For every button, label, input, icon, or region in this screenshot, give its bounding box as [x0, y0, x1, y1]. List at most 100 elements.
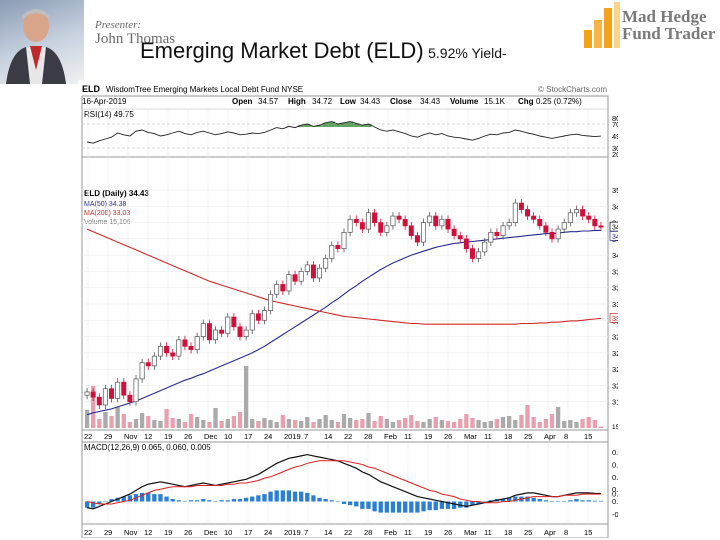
x-tick-label: 26: [184, 528, 192, 537]
macd-histogram-bar: [458, 501, 463, 508]
macd-histogram-bar: [543, 500, 549, 502]
macd-histogram-bar: [464, 501, 469, 508]
candle-body: [133, 378, 139, 403]
macd-histogram-bar: [421, 501, 426, 512]
candle-body: [127, 394, 133, 403]
volume-bar: [415, 421, 420, 428]
macd-histogram-bar: [250, 496, 255, 502]
volume-bar: [268, 420, 273, 428]
volume-bar: [555, 407, 561, 428]
macd-histogram-bar: [97, 501, 102, 504]
ma50-line: [86, 229, 601, 416]
candle-body: [555, 228, 561, 240]
candle-body: [323, 258, 329, 269]
volume-bar: [507, 416, 512, 428]
candle-body: [347, 218, 353, 233]
macd-histogram-bar: [427, 501, 432, 511]
candle-body: [157, 345, 163, 357]
candle-body: [372, 212, 378, 223]
rsi-tick-label: 20: [612, 150, 618, 159]
macd-line: [86, 453, 601, 510]
candle-body: [304, 264, 310, 272]
volume-bar: [237, 412, 243, 428]
volume-bar: [103, 412, 108, 428]
macd-histogram-bar: [531, 497, 536, 502]
macd-histogram-bar: [598, 500, 604, 502]
volume-bar: [409, 415, 414, 428]
rsi-tick-label: 30: [612, 144, 618, 153]
macd-histogram-bar: [286, 490, 292, 502]
volume-bar: [164, 409, 169, 428]
candle-body: [200, 323, 206, 337]
x-tick-label: 11: [484, 432, 492, 441]
volume-last-label: 15106: [612, 424, 618, 431]
volume-bar: [219, 421, 224, 428]
rsi-tick-label: 70: [612, 120, 618, 129]
volume-bar: [562, 421, 567, 428]
candle-body: [482, 241, 488, 253]
volume-bar: [329, 420, 334, 428]
candle-body: [188, 345, 194, 350]
x-tick-label: 19: [164, 432, 172, 441]
candle-body: [402, 218, 408, 227]
volume-bar: [280, 415, 285, 428]
x-tick-label: 7: [304, 432, 308, 441]
x-tick-label: 26: [444, 528, 452, 537]
price-tag-box: [609, 312, 618, 323]
x-tick-label: 18: [504, 432, 512, 441]
candle-body: [567, 212, 573, 223]
macd-histogram-bar: [433, 501, 438, 511]
x-tick-label: 12: [144, 432, 152, 441]
macd-tick-label: 0.065: [612, 489, 618, 498]
macd-histogram-bar: [84, 501, 90, 508]
price-tag-box: [609, 221, 618, 232]
logo-text: Mad Hedge Fund Trader: [622, 8, 715, 42]
macd-histogram-bar: [311, 495, 316, 502]
candle-body: [537, 218, 543, 227]
volume-bar: [592, 420, 597, 428]
x-tick-label: 19: [424, 528, 432, 537]
rsi-overbought-fill: [353, 123, 360, 127]
candle-body: [506, 222, 512, 227]
macd-histogram-bar: [500, 499, 506, 502]
presenter-name: John Thomas: [95, 31, 176, 47]
candle-body: [396, 215, 402, 220]
macd-histogram-bar: [158, 494, 163, 502]
x-tick-label: 8: [564, 528, 568, 537]
price-tick-label: 32.75: [612, 333, 618, 342]
candle-body: [488, 231, 494, 243]
volume-bar: [139, 413, 145, 428]
x-tick-label: 24: [264, 528, 272, 537]
macd-histogram-bar: [549, 501, 555, 502]
candle-body: [384, 225, 390, 233]
x-tick-label: 17: [244, 432, 252, 441]
logo-line-1: Mad Hedge: [622, 7, 707, 26]
price-legend: ELD (Daily) 34.43: [84, 189, 149, 198]
volume-bar: [146, 416, 151, 428]
macd-histogram-bar: [366, 501, 371, 509]
x-tick-label: 14: [324, 528, 332, 537]
macd-histogram-bar: [164, 496, 169, 502]
price-tick-label: 34.00: [612, 251, 618, 260]
volume-bar: [458, 419, 463, 428]
macd-histogram-bar: [305, 492, 310, 502]
volume-bar: [421, 422, 426, 428]
quote-high-label: High: [288, 97, 306, 106]
volume-bar: [256, 421, 261, 428]
candle-body: [102, 388, 108, 406]
candle-body: [525, 209, 531, 217]
volume-bar: [109, 416, 114, 428]
candle-body: [151, 355, 157, 367]
x-tick-label: 11: [484, 528, 492, 537]
x-tick-label: 28: [364, 528, 372, 537]
macd-histogram-bar: [568, 500, 573, 502]
candle-body: [451, 228, 457, 236]
candle-body: [286, 274, 292, 292]
volume-bar: [354, 420, 359, 428]
candle-body: [213, 329, 219, 341]
volume-bar: [97, 419, 102, 428]
quote-volume: 15.1K: [484, 97, 506, 106]
rsi-overbought-fill: [347, 121, 354, 127]
x-tick-label: 29: [104, 432, 112, 441]
macd-histogram-bar: [109, 499, 114, 502]
